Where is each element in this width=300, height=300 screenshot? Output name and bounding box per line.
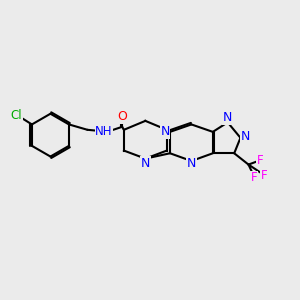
Text: N: N bbox=[187, 157, 196, 170]
Text: F: F bbox=[257, 154, 264, 167]
Text: F: F bbox=[250, 171, 257, 184]
Text: NH: NH bbox=[95, 125, 113, 138]
Text: N: N bbox=[160, 125, 170, 138]
Text: N: N bbox=[141, 157, 150, 169]
Text: N: N bbox=[241, 130, 250, 143]
Text: N: N bbox=[223, 111, 232, 124]
Text: F: F bbox=[261, 169, 267, 182]
Text: Cl: Cl bbox=[11, 109, 22, 122]
Text: O: O bbox=[117, 110, 127, 123]
